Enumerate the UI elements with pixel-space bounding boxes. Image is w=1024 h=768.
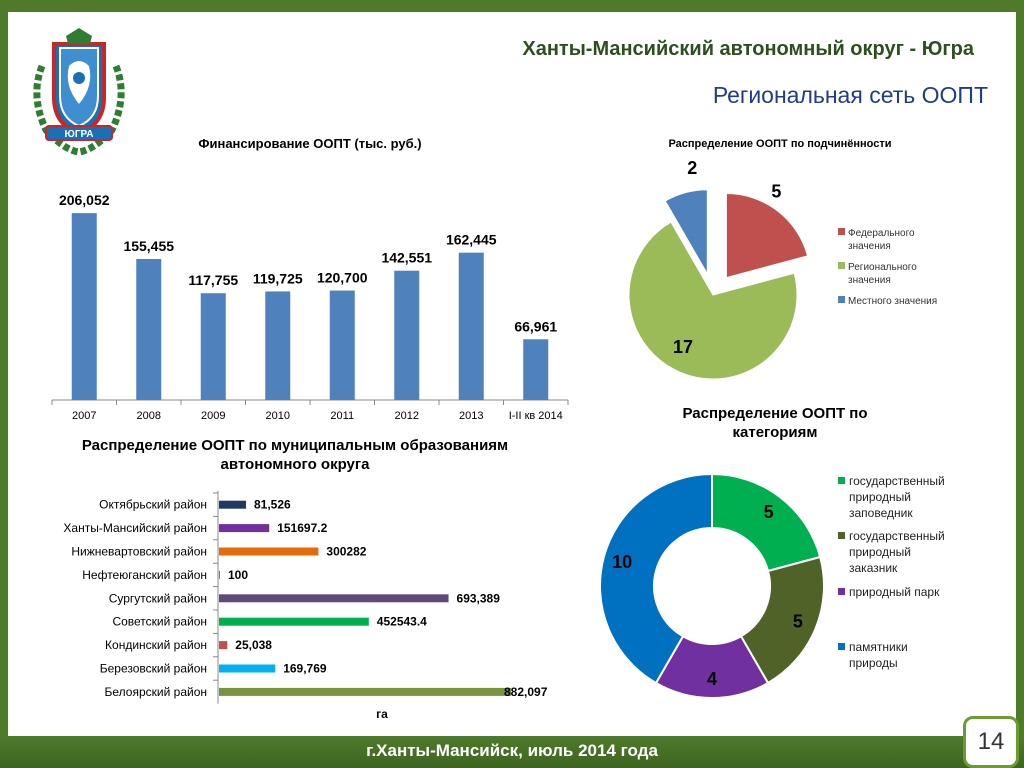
funding-data-label: 206,052 [59, 192, 110, 208]
pie-slice-label: 2 [687, 160, 697, 178]
funding-x-tick-label: 2009 [201, 410, 225, 422]
frame-right [1016, 0, 1024, 740]
pie-legend-swatch [838, 228, 845, 235]
funding-x-tick-label: 2008 [137, 410, 161, 422]
pie-slice-label: 5 [771, 182, 781, 202]
district-bar [219, 617, 369, 626]
pie-legend-label: Федерального значения [848, 228, 915, 252]
funding-data-label: 155,455 [123, 238, 174, 254]
emblem-label: ЮГРА [65, 129, 94, 140]
funding-bar [329, 290, 355, 400]
funding-bar-chart: 206,052 2007 155,455 2008 117,755 2009 119,725… [51, 192, 569, 422]
pie-legend-swatch [838, 296, 845, 303]
donut-legend-label: государственный природный заказник [849, 529, 945, 575]
donut-legend-label: памятники природы [849, 640, 908, 670]
district-data-label: 81,526 [254, 498, 291, 512]
frame-top [0, 0, 1024, 12]
donut-legend-swatch [838, 477, 845, 484]
donut-legend-swatch [838, 532, 845, 539]
funding-bar [265, 291, 291, 400]
district-data-label: 882,097 [504, 685, 548, 699]
funding-x-tick-label: 2010 [266, 410, 290, 422]
district-data-label: 169,769 [283, 662, 327, 676]
donut-slice [711, 472, 822, 573]
donut-slice-label: 5 [764, 502, 774, 522]
footer-bar [0, 736, 1024, 768]
funding-bar [458, 252, 484, 400]
district-data-label: 25,038 [235, 638, 272, 652]
donut-slice [599, 472, 713, 685]
district-data-label: 452543.4 [377, 615, 427, 629]
pie-slice [664, 189, 708, 276]
coat-of-arms-emblem: ЮГРА [33, 28, 125, 156]
footer-text: г.Ханты-Мансийск, июль 2014 года [366, 741, 658, 760]
district-name-label: Октябрьский район [99, 498, 207, 512]
district-name-label: Кондинский район [105, 638, 207, 652]
pie-slice [628, 221, 798, 380]
funding-x-tick-label: 2012 [395, 410, 419, 422]
district-bar [219, 664, 276, 673]
pie-legend-label: Местного значения [848, 296, 937, 307]
district-bar [219, 594, 449, 603]
page-number: 14 [963, 716, 1019, 768]
donut-legend-swatch [838, 643, 845, 650]
pie-legend-swatch [838, 262, 845, 269]
district-bar [219, 570, 220, 579]
district-chart-title: Распределение ООПТ по муниципальным обра… [81, 437, 509, 473]
pie-slice-label: 17 [673, 337, 693, 357]
funding-bar [523, 339, 549, 400]
district-bar [219, 547, 319, 556]
donut-legend-swatch [838, 588, 845, 595]
donut-legend-label: природный парк [849, 585, 940, 599]
district-data-label: 300282 [326, 545, 366, 559]
donut-slice-label: 10 [612, 552, 632, 572]
district-bar [219, 641, 228, 650]
funding-x-tick-label: I-II кв 2014 [509, 410, 563, 422]
funding-x-tick-label: 2007 [72, 410, 96, 422]
district-name-label: Нижневартовский район [71, 545, 207, 559]
funding-data-label: 66,961 [514, 318, 557, 334]
pie-legend-label: Регионального значения [848, 262, 917, 286]
pie-slice [725, 193, 809, 279]
category-donut-chart: 5 5 4 10 государственный природный заповедник г… [599, 472, 945, 699]
district-bar [219, 524, 270, 533]
page-subtitle: Региональная сеть ООПТ [712, 82, 988, 108]
slide-area [8, 12, 1016, 738]
funding-data-label: 120,700 [317, 270, 368, 286]
donut-slice [739, 555, 825, 685]
funding-data-label: 142,551 [381, 250, 432, 266]
district-data-label: 100 [228, 568, 248, 582]
funding-bar [136, 259, 162, 400]
funding-data-label: 117,755 [188, 272, 238, 288]
funding-x-tick-label: 2011 [330, 410, 354, 422]
donut-slice-label: 4 [707, 669, 717, 689]
category-chart-title: Распределение ООПТ по категориям [682, 405, 868, 441]
page-title: Ханты-Мансийский автономный округ - Югра [522, 38, 974, 60]
district-bar [219, 500, 246, 509]
funding-bar [200, 293, 226, 400]
funding-bar [394, 270, 420, 400]
x-axis-label: га [376, 707, 388, 721]
district-name-label: Березовский район [100, 662, 207, 676]
district-name-label: Белоярский район [105, 685, 207, 699]
funding-data-label: 119,725 [253, 270, 303, 286]
donut-legend-label: государственный природный заповедник [849, 474, 945, 520]
donut-slice-label: 5 [793, 612, 803, 632]
district-bar-chart: Октябрьский район 81,526 Ханты-Мансийский … [63, 491, 548, 721]
funding-data-label: 162,445 [446, 232, 497, 248]
funding-bar [71, 213, 97, 400]
frame-left [0, 0, 8, 740]
district-name-label: Нефтеюганский район [82, 568, 207, 582]
funding-x-tick-label: 2013 [459, 410, 483, 422]
district-bar [219, 687, 511, 696]
subordination-pie-chart: 5 17 2 Федерального значения Регионального зна… [628, 160, 937, 380]
district-name-label: Советский район [112, 615, 207, 629]
subordination-chart-title: Распределение ООПТ по подчинённости [668, 138, 892, 150]
district-name-label: Сургутский район [109, 591, 207, 605]
district-data-label: 151697.2 [277, 521, 327, 535]
funding-chart-title: Финансирование ООПТ (тыс. руб.) [198, 136, 422, 151]
district-name-label: Ханты-Мансийский район [63, 521, 207, 535]
district-data-label: 693,389 [457, 591, 501, 605]
